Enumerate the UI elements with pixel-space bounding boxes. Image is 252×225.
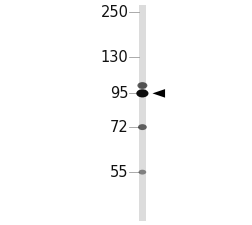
Ellipse shape: [138, 124, 147, 130]
Polygon shape: [152, 89, 165, 98]
Text: 72: 72: [110, 120, 129, 135]
Text: 55: 55: [110, 165, 129, 180]
Ellipse shape: [136, 89, 148, 97]
Text: 130: 130: [101, 50, 129, 65]
Bar: [139, 4, 146, 220]
Text: 250: 250: [101, 5, 129, 20]
Ellipse shape: [137, 82, 147, 89]
Ellipse shape: [139, 170, 146, 175]
Text: 95: 95: [110, 86, 129, 101]
